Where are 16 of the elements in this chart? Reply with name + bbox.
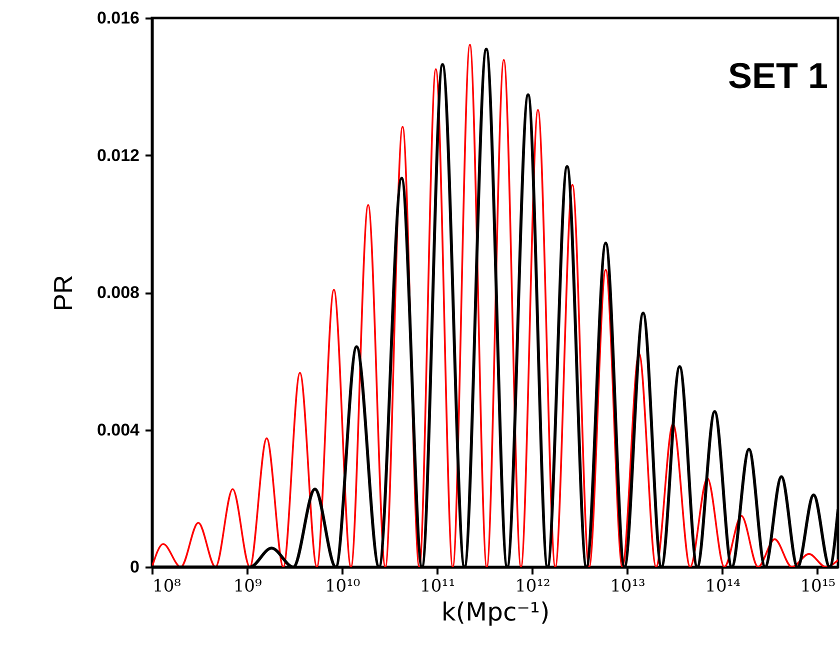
x-tick-label: 10¹³ — [610, 576, 646, 596]
x-tick-label: 10⁸ — [152, 576, 182, 596]
x-tick-label: 10⁹ — [233, 576, 262, 596]
y-tick-label: 0.012 — [96, 146, 140, 165]
y-axis-title: PR — [48, 274, 78, 312]
annotation: SET 1 — [728, 55, 828, 96]
x-tick-label: 10¹⁴ — [705, 576, 741, 596]
y-tick-label: 0.008 — [96, 283, 140, 302]
x-tick-label: 10¹⁵ — [800, 576, 836, 596]
y-tick-label: 0.016 — [96, 8, 140, 28]
x-axis-title: k(Mpc⁻¹) — [441, 598, 550, 626]
y-tick-label: 0.004 — [96, 420, 140, 440]
y-tick-label: 0 — [130, 558, 140, 576]
x-tick-label: 10¹¹ — [420, 576, 456, 596]
x-tick-label: 10¹² — [515, 576, 550, 596]
x-tick-label: 10¹⁰ — [324, 576, 360, 596]
